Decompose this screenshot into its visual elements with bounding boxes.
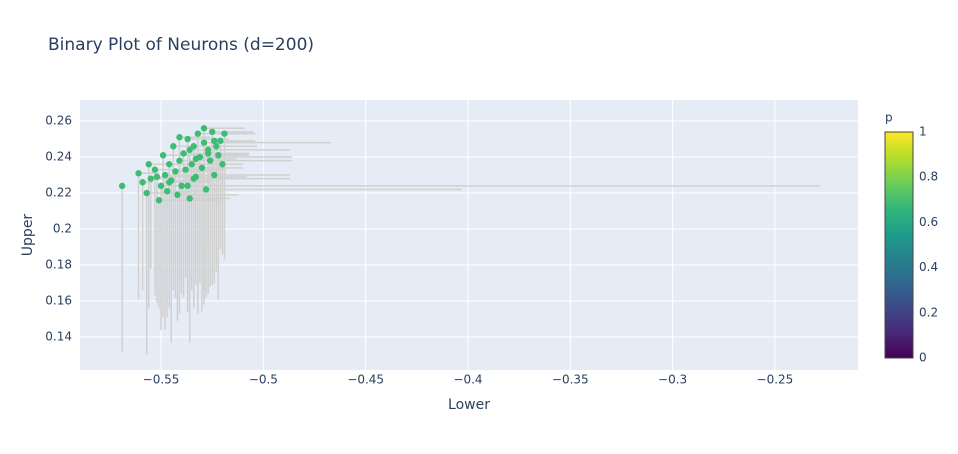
y-tick-label: 0.2 [53,222,72,236]
point [186,195,193,202]
colorbar-tick-label: 0.2 [919,305,938,319]
colorbar-tick-label: 1 [919,125,927,139]
point [186,146,193,154]
points [118,125,228,204]
x-tick-label: −0.45 [347,373,384,387]
point [178,182,185,190]
y-tick-label: 0.26 [45,114,72,128]
colorbar-tick-label: 0.4 [919,260,938,274]
point [159,152,167,159]
point [180,150,187,157]
x-tick-label: −0.25 [757,373,794,387]
colorbar-scale [884,131,914,359]
point [219,161,226,168]
point [135,170,142,177]
point [194,130,202,137]
point [139,179,146,186]
colorbar-tick-label: 0.6 [919,215,938,229]
point [188,161,195,168]
point [172,168,179,175]
x-tick-label: −0.55 [143,373,180,387]
point [170,143,177,150]
point [204,150,212,157]
point [147,175,155,182]
point [176,157,183,164]
x-tick-label: −0.35 [552,373,589,387]
point [157,182,165,190]
point [153,173,161,181]
point [202,186,210,193]
x-tick-label: −0.5 [249,373,278,387]
x-tick-label: −0.3 [658,373,687,387]
point [174,191,181,199]
point [161,171,169,179]
y-tick-label: 0.14 [45,330,72,344]
point [176,134,183,141]
point [166,161,173,168]
y-tick-label: 0.16 [45,294,72,308]
point [143,189,150,197]
point [145,161,152,168]
y-tick-label: 0.18 [45,258,72,272]
point [211,171,218,179]
point [118,182,126,190]
point [151,166,159,173]
point [166,179,173,186]
point [200,125,208,132]
y-axis-title: Upper [20,214,36,257]
plot-area [80,100,858,370]
colorbar-tick-label: 0.8 [919,170,938,184]
colorbar-title: p [885,111,893,125]
point [200,139,208,146]
point [215,152,222,159]
point [206,157,214,164]
point [192,155,200,163]
x-tick-label: −0.4 [453,373,482,387]
point [221,130,228,137]
y-tick-label: 0.24 [45,150,72,164]
point [217,137,224,145]
colorbar-tick-label: 0 [919,351,927,365]
point [211,137,218,145]
point [184,135,191,143]
point [184,182,191,190]
y-tick-label: 0.22 [45,186,72,200]
colorbar: p 0 0.2 0.4 0.6 0.8 1 [884,111,938,365]
point [163,188,171,195]
point [155,197,163,204]
point [190,175,197,182]
point [213,143,220,150]
point [208,128,216,136]
x-axis-title: Lower [448,397,490,413]
chart-title: Binary Plot of Neurons (d=200) [48,35,314,55]
point [182,166,189,173]
point [198,164,206,172]
